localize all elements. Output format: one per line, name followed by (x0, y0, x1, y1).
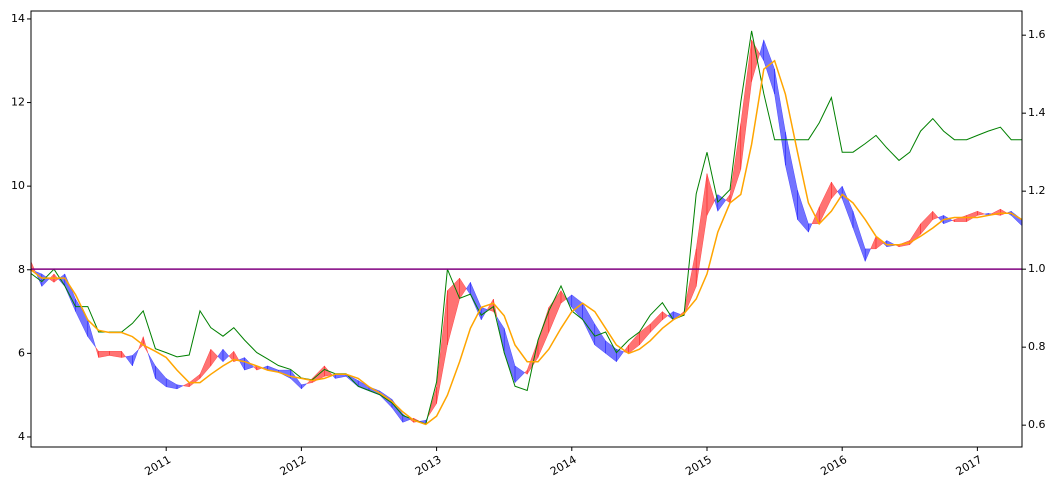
y-tick-label: 12 (11, 96, 25, 109)
band-segment (706, 173, 715, 216)
band-segment (560, 289, 567, 304)
plot-area (30, 30, 1023, 426)
band-segment (121, 350, 127, 358)
y-tick-label: 10 (11, 179, 25, 192)
y-tick-label: 14 (11, 12, 25, 25)
band-segment (662, 311, 669, 321)
y2-tick-label: 0.8 (1028, 340, 1046, 353)
y2-tick-label: 0.6 (1028, 418, 1046, 431)
band-segment (751, 38, 760, 82)
band-segment (808, 223, 813, 233)
band-segment (132, 349, 139, 366)
band-segment (831, 181, 838, 200)
band-segment (616, 348, 625, 363)
y-tick-label: 4 (18, 430, 25, 443)
y2-tick-label: 1.6 (1028, 28, 1046, 41)
y2-tick-label: 1.4 (1028, 106, 1046, 119)
band-segment (301, 383, 308, 390)
y-tick-label: 8 (18, 263, 25, 276)
band-segment (41, 273, 50, 288)
series-line (30, 30, 1022, 425)
band-segment (459, 277, 467, 300)
y-tick-label: 6 (18, 346, 25, 359)
y2-tick-label: 1.0 (1028, 262, 1046, 275)
band-segment (142, 336, 149, 354)
series-line (30, 59, 1023, 426)
plot-frame (30, 10, 1023, 448)
band-segment (222, 348, 230, 363)
band-segment (210, 348, 219, 367)
band-segment (87, 319, 96, 348)
band-segment (977, 210, 986, 216)
band-segment (514, 365, 526, 384)
band-segment (932, 210, 939, 220)
y2-tick-label: 1.2 (1028, 184, 1046, 197)
band-segment (176, 384, 184, 390)
band-segment (864, 248, 871, 262)
